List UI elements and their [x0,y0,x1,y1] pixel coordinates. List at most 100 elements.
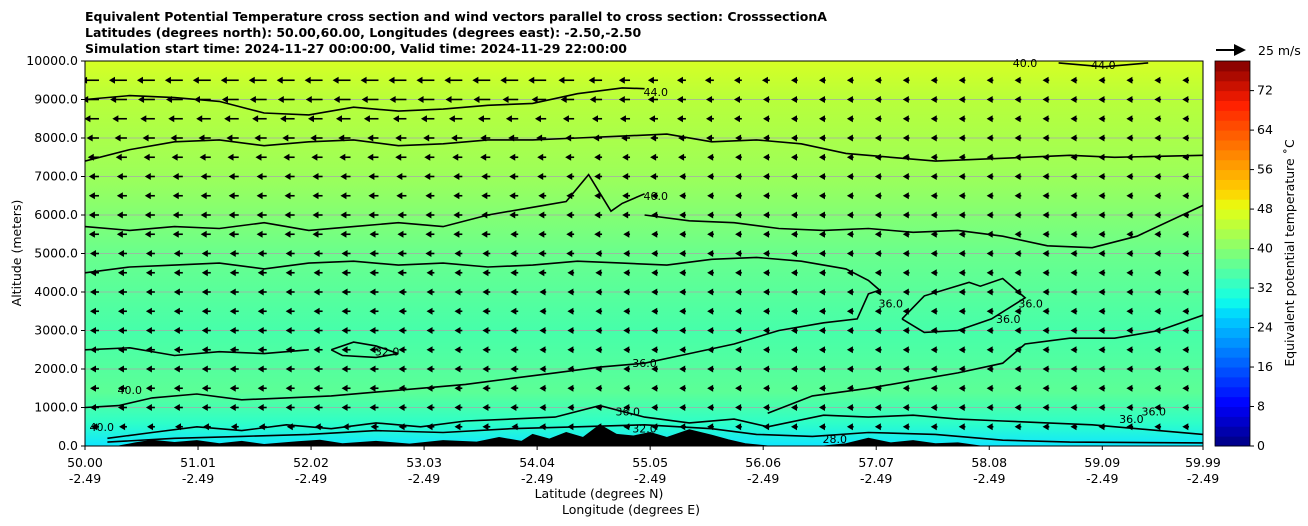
wind-vector-head [88,211,95,219]
wind-vector-head [930,96,937,103]
wind-vector-head [566,230,573,238]
wind-vector-head [622,192,629,200]
wind-vector-head [510,230,517,238]
wind-vector-head [1126,384,1133,392]
y-tick-label: 4000.0 [34,284,78,299]
wind-vector-head [333,96,340,103]
wind-vector-head [763,307,770,315]
colorbar: 0 8 16 24 32 40 48 56 64 72 Equivalent potential … [1214,60,1297,453]
wind-vector-head [201,384,208,392]
wind-vector-head [305,96,312,103]
wind-vector-head [679,192,686,200]
wind-vector-head [902,76,909,84]
wind-vector-head [367,134,374,142]
wind-vector-head [539,384,546,392]
wind-vector-head [958,153,965,161]
x-tick-label-latitude: 55.05 [632,455,668,470]
wind-vector-head [846,76,853,84]
wind-vectors [85,76,1190,431]
wind-vector-head [192,76,199,84]
wind-vector-head [145,384,152,392]
wind-vector-head [91,423,98,431]
wind-vector-head [285,404,292,411]
colorbar-band [1215,376,1250,388]
wind-vector-head [510,288,517,296]
wind-vector-head [368,173,375,180]
wind-vector-head [166,96,173,103]
wind-vector-head [1070,404,1077,411]
y-tick-label: 9000.0 [34,92,78,107]
wind-vector-head [566,250,573,257]
x-axis: 50.00-2.4951.01-2.4952.02-2.4953.03-2.49… [67,446,1221,486]
wind-vector-head [650,134,657,142]
wind-vector-head [735,173,742,180]
wind-vector-head [119,423,126,431]
wind-vector-head [1098,307,1105,315]
wind-vector-head [1042,307,1049,315]
wind-vector-head [558,76,565,84]
wind-vector-head [284,173,291,180]
wind-vector-head [846,230,853,238]
wind-vector-head [201,250,208,257]
wind-vector-head [594,230,601,238]
wind-vector-head [228,173,235,180]
wind-vector-head [426,327,433,334]
wind-vector-head [676,115,683,123]
wind-vector-head [229,346,236,354]
wind-vector-head [930,230,937,238]
wind-vector-head [313,384,320,392]
wind-vector-head [509,173,516,180]
wind-vector-head [594,153,601,161]
wind-vector-head [930,423,937,431]
wind-vector-head [1098,346,1105,354]
wind-vector-head [341,346,348,354]
wind-vector-head [454,384,461,392]
wind-vector-head [958,211,965,219]
wind-vector-head [313,346,320,354]
wind-vector-head [623,230,630,238]
wind-vector-head [874,404,881,411]
wind-vector-head [874,384,881,392]
wind-vector-head [651,423,658,431]
wind-vector-head [201,327,208,334]
wind-vector-head [679,211,686,219]
y-tick-label: 10000.0 [26,53,78,68]
wind-vector-head [818,173,825,180]
wind-vector-head [1098,250,1105,257]
y-tick-label: 1000.0 [34,400,78,415]
wind-vector-head [594,173,601,180]
wind-vector-head [276,76,283,84]
wind-vector-head [874,76,881,84]
x-tick-label-latitude: 51.01 [180,455,216,470]
wind-vector-head [874,134,881,142]
wind-vector-head [173,269,180,277]
wind-vector-head [285,250,292,257]
wind-vector-head [958,96,965,103]
wind-vector-head [396,173,403,180]
wind-vector-head [1042,211,1049,219]
wind-vector-head [986,76,993,84]
wind-vector-head [313,365,320,373]
wind-vector-head [678,153,685,161]
wind-vector-head [651,192,658,200]
wind-vector-head [1070,346,1077,354]
wind-vector-head [874,153,881,161]
wind-vector-head [201,269,208,277]
wind-vector-head [679,327,686,334]
wind-vector-head [1070,153,1077,161]
wind-vector-head [846,404,853,411]
wind-vector-head [1070,76,1077,84]
wind-vector-head [340,230,347,238]
wind-vector-head [256,230,263,238]
wind-vector-head [341,365,348,373]
colorbar-band [1215,307,1250,319]
wind-vector-head [623,384,630,392]
wind-vector-head [1182,365,1189,373]
contour-line [901,277,1027,334]
wind-vector-head [510,365,517,373]
wind-vector-head [90,269,97,277]
wind-vector-head [1042,192,1049,200]
wind-vector-head [284,192,291,200]
x-tick-label-latitude: 53.03 [406,455,442,470]
wind-vector-head [425,192,432,200]
